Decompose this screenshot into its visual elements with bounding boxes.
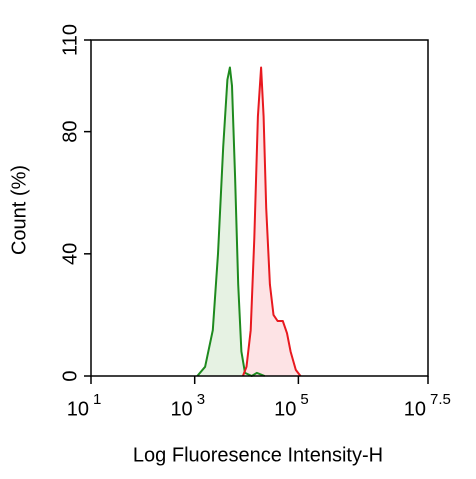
y-tick-label: 80 <box>59 121 81 143</box>
x-tick-exponent: 3 <box>197 391 205 408</box>
y-axis-label: Count (%) <box>8 165 30 255</box>
x-tick-label: 10 <box>67 398 89 420</box>
histogram-area <box>197 67 265 376</box>
y-tick-label: 110 <box>59 24 81 56</box>
x-tick-exponent: 1 <box>93 391 101 408</box>
histogram-line <box>196 66 266 377</box>
y-tick-label: 0 <box>59 370 81 381</box>
x-tick-label: 10 <box>274 398 296 420</box>
x-tick-exponent: 5 <box>300 391 308 408</box>
x-axis-label: Log Fluoresence Intensity-H <box>133 444 383 466</box>
histogram-line <box>241 66 302 377</box>
y-tick-label: 40 <box>59 243 81 265</box>
x-tick-label: 10 <box>404 398 426 420</box>
x-tick-exponent: 7.5 <box>430 391 451 408</box>
x-tick-label: 10 <box>170 398 192 420</box>
plot-frame <box>90 39 429 377</box>
